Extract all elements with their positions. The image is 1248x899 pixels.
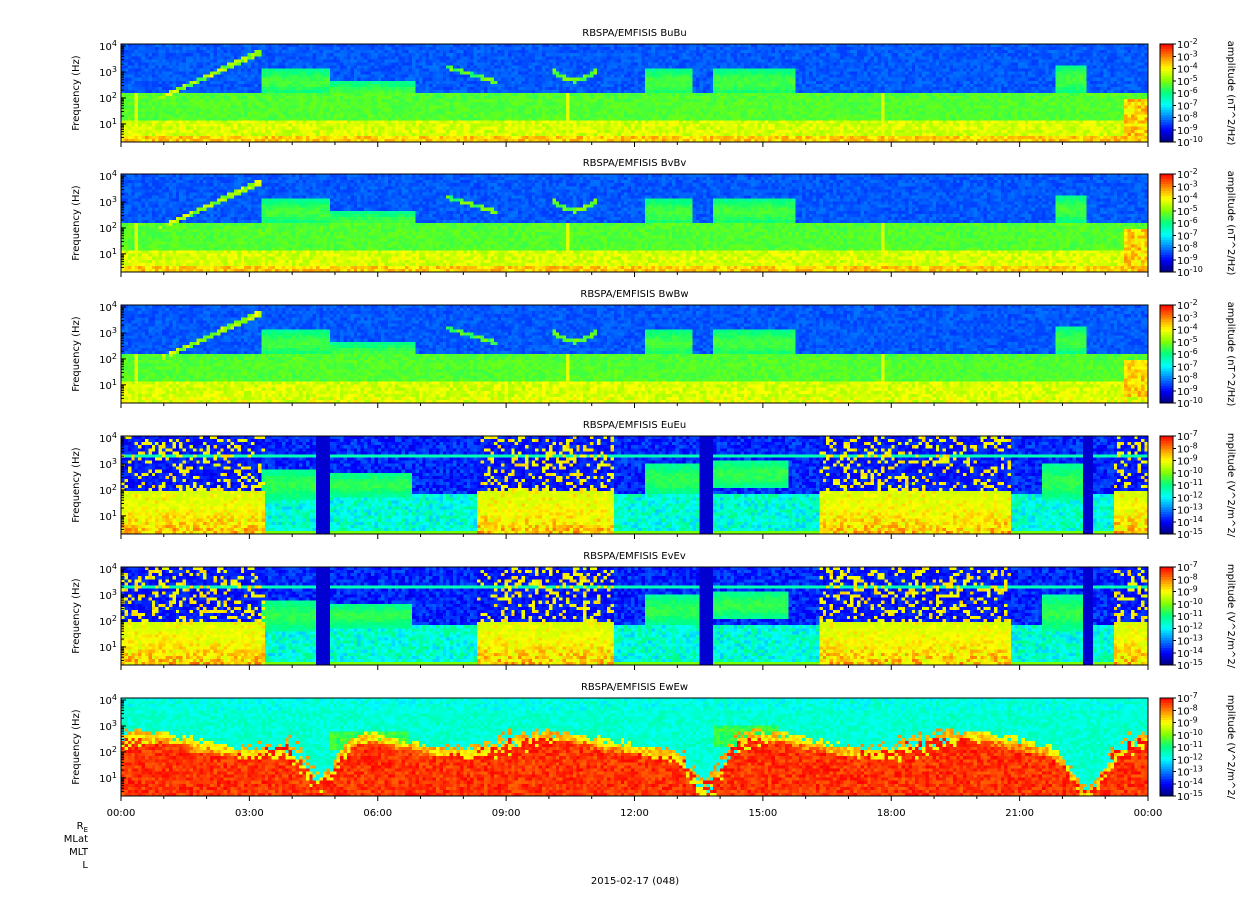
spectrogram-panels: RBSPA/EMFISIS BuBu101102103104Frequency … (71, 28, 1236, 803)
panel-title: RBSPA/EMFISIS BuBu (582, 28, 686, 39)
spectrogram-panel: RBSPA/EMFISIS BuBu101102103104Frequency … (71, 28, 1236, 149)
heatmap-cells (121, 44, 1149, 143)
